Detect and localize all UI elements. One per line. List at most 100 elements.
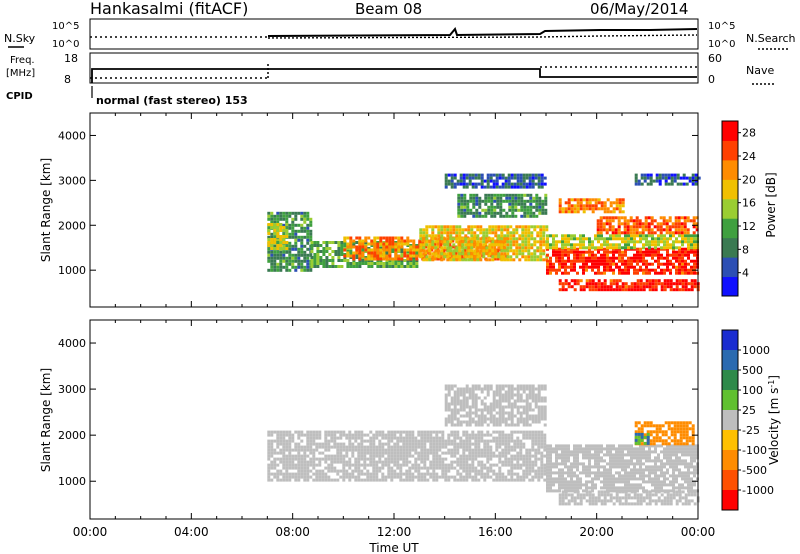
power-cell-7 <box>567 265 570 269</box>
power-cell-6 <box>531 179 535 183</box>
power-cell-3 <box>403 248 407 252</box>
power-cell-2 <box>355 262 359 265</box>
power-cell-2 <box>322 265 326 268</box>
power-cell-8 <box>651 240 654 244</box>
power-cell-0 <box>303 256 307 260</box>
power-cell-1 <box>285 223 289 226</box>
power-cell-5 <box>475 202 479 206</box>
velocity-cell-0 <box>297 448 301 452</box>
velocity-cell-0 <box>372 478 376 482</box>
power-cell-7 <box>603 253 606 257</box>
velocity-cell-2 <box>687 462 690 466</box>
velocity-cell-2 <box>693 480 696 484</box>
velocity-cell-0 <box>408 445 412 449</box>
velocity-cell-1 <box>540 396 544 400</box>
velocity-cell-0 <box>456 442 460 446</box>
power-cell-0 <box>309 238 313 242</box>
power-cell-1 <box>273 241 277 244</box>
velocity-cell-1 <box>447 384 451 388</box>
velocity-cell-0 <box>510 475 514 479</box>
power-cell-11 <box>579 288 583 292</box>
power-cell-12 <box>658 173 662 177</box>
power-cell-10 <box>612 201 616 205</box>
power-cell-0 <box>282 217 286 221</box>
velocity-cell-0 <box>357 469 361 473</box>
power-cell-8 <box>588 237 591 241</box>
velocity-cell-2 <box>546 480 549 484</box>
power-cell-0 <box>288 256 292 260</box>
power-cell-8 <box>633 243 636 247</box>
power-cell-7 <box>585 250 588 254</box>
power-cell-4 <box>473 252 477 256</box>
velocity-cell-1 <box>483 414 487 418</box>
power-cell-3 <box>397 248 401 252</box>
power-cell-7 <box>564 259 567 263</box>
velocity-cell-1 <box>456 408 460 412</box>
velocity-cell-1 <box>489 411 493 415</box>
velocity-cell-0 <box>327 448 331 452</box>
power-cell-7 <box>561 253 564 257</box>
power-cell-11 <box>591 288 595 292</box>
power-cell-1 <box>285 247 289 250</box>
power-cell-0 <box>270 253 274 257</box>
power-cell-3 <box>346 251 350 255</box>
velocity-cell-2 <box>639 459 642 463</box>
velocity-cell-0 <box>336 460 340 464</box>
power-cell-8 <box>621 246 624 250</box>
power-cell-4 <box>431 231 435 235</box>
power-cell-8 <box>666 246 669 250</box>
velocity-cell-0 <box>285 475 289 479</box>
velocity-cell-2 <box>675 459 678 463</box>
velocity-cell-2 <box>549 456 552 460</box>
velocity-cell-1 <box>519 384 523 388</box>
velocity-cell-0 <box>318 436 322 440</box>
power-cell-7 <box>642 268 645 272</box>
velocity-cell-2 <box>639 447 642 451</box>
velocity-cell-1 <box>453 411 457 415</box>
power-cell-2 <box>412 265 416 268</box>
velocity-cell-2 <box>576 465 579 469</box>
velocity-cell-0 <box>429 433 433 437</box>
velocity-cell-0 <box>393 460 397 464</box>
power-cell-4 <box>467 225 471 229</box>
velocity-cell-0 <box>300 457 304 461</box>
velocity-cell-0 <box>390 451 394 455</box>
power-cell-4 <box>452 255 456 259</box>
power-cell-2 <box>367 265 371 268</box>
velocity-cell-0 <box>387 460 391 464</box>
power-cell-4 <box>422 243 426 247</box>
velocity-cell-2 <box>618 474 621 478</box>
velocity-cell-0 <box>303 454 307 458</box>
velocity-cell-0 <box>291 433 295 437</box>
power-cell-5 <box>523 214 527 218</box>
velocity-cell-1 <box>474 384 478 388</box>
velocity-cell-0 <box>501 442 505 446</box>
velocity-cell-1 <box>537 390 541 394</box>
velocity-cell-0 <box>486 454 490 458</box>
power-cell-7 <box>687 262 690 266</box>
velocity-cell-2 <box>624 477 627 481</box>
power-cell-6 <box>477 173 481 177</box>
velocity-cell-2 <box>549 471 552 475</box>
velocity-cell-0 <box>315 436 319 440</box>
velocity-cell-1 <box>462 387 466 391</box>
power-cell-0 <box>294 214 298 218</box>
velocity-cell-0 <box>537 451 541 455</box>
velocity-cell-2 <box>564 483 567 487</box>
power-cell-7 <box>681 253 684 257</box>
velocity-cell-2 <box>681 462 684 466</box>
power-cell-1 <box>273 223 277 226</box>
power-cell-5 <box>538 199 542 203</box>
velocity-cell-1 <box>492 420 496 424</box>
velocity-cell-2 <box>564 444 567 448</box>
velocity-cell-0 <box>537 439 541 443</box>
velocity-cell-2 <box>555 480 558 484</box>
velocity-cell-0 <box>312 478 316 482</box>
power-cell-4 <box>512 231 516 235</box>
power-cell-1 <box>270 247 274 250</box>
power-cell-8 <box>675 240 678 244</box>
velocity-cell-0 <box>357 457 361 461</box>
velocity-cell-2 <box>591 483 594 487</box>
velocity-cell-0 <box>303 463 307 467</box>
velocity-cell-2 <box>621 468 624 472</box>
